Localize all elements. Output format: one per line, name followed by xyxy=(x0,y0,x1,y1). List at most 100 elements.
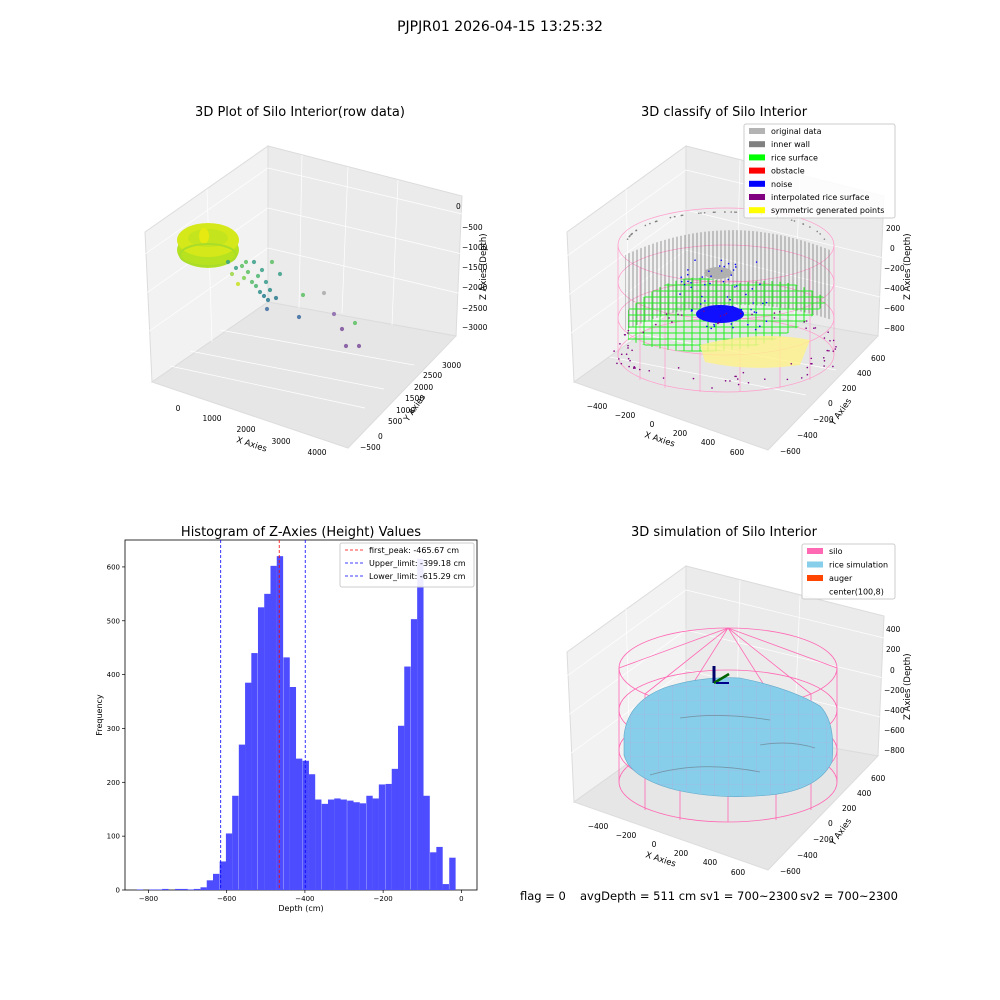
cls-interpolated-point xyxy=(671,321,673,323)
hist-y-ticks: 0 100 200 300 400 500 600 xyxy=(107,563,125,895)
cls-inner-wall-point xyxy=(703,211,706,214)
cls-y-tick: 400 xyxy=(857,369,872,378)
hist-bar xyxy=(334,798,341,890)
cls-interpolated-point xyxy=(624,333,627,336)
cls-interpolated-point xyxy=(655,323,657,326)
panel-histogram: Histogram of Z-Axies (Height) Values −80… xyxy=(95,525,478,913)
sim-z-tick: 400 xyxy=(886,625,901,634)
cls-interpolated-point xyxy=(764,378,766,380)
cls-noise-point xyxy=(754,328,757,331)
cls-interpolated-point xyxy=(826,349,829,352)
raw-y-tick: 1500 xyxy=(405,394,424,403)
hist-bar xyxy=(175,888,182,890)
cls-z-tick: −600 xyxy=(884,304,905,313)
cls-interpolated-point xyxy=(729,380,731,382)
cls-noise-point xyxy=(704,300,706,302)
cls-inner-wall-point xyxy=(819,233,821,235)
sim-z-tick: 200 xyxy=(886,645,901,654)
cls-noise-point xyxy=(745,293,747,296)
cls-legend-label: original data xyxy=(771,127,822,136)
cls-noise-point xyxy=(722,280,725,283)
cls-interpolated-point xyxy=(805,327,807,330)
cls-noise-point xyxy=(683,283,686,286)
cls-interpolated-point xyxy=(668,317,670,319)
raw-data-point xyxy=(269,259,275,265)
cls-interpolated-point xyxy=(618,358,620,360)
cls-legend-swatch xyxy=(749,207,765,214)
cls-legend-label: noise xyxy=(771,180,792,189)
raw-data-point xyxy=(259,267,265,273)
cls-noise-point xyxy=(708,270,710,272)
cls-inner-wall-point xyxy=(724,211,726,213)
cls-noise-point xyxy=(687,280,689,283)
cls-interpolated-point xyxy=(665,313,668,315)
cls-interpolated-point xyxy=(633,366,636,368)
cls-interpolated-point xyxy=(677,367,680,369)
raw-data-point xyxy=(264,306,270,312)
cls-interpolated-point xyxy=(814,327,817,329)
hist-y-tick-label: 200 xyxy=(107,779,120,787)
cls-interpolated-point xyxy=(806,366,809,369)
figure-title: PJPJR01 2026-04-15 13:25:32 xyxy=(397,19,603,35)
cls-inner-wall-point xyxy=(730,211,733,213)
panel-raw-3d: 3D Plot of Silo Interior(row data) 0 100… xyxy=(144,105,489,457)
hist-y-tick-label: 400 xyxy=(107,671,120,679)
cls-interpolated-point xyxy=(822,357,825,359)
hist-bar xyxy=(327,799,335,890)
hist-bar xyxy=(359,803,367,890)
sim-y-tick: −200 xyxy=(813,835,834,844)
cls-noise-point xyxy=(709,282,711,285)
raw-data-point xyxy=(277,271,283,277)
cls-interpolated-point xyxy=(751,313,753,316)
cls-interpolated-point xyxy=(829,339,831,342)
cls-noise-point xyxy=(706,325,708,328)
hist-bar xyxy=(149,889,156,890)
cls-inner-wall-point xyxy=(793,220,796,222)
raw-y-tick: 0 xyxy=(378,432,383,441)
cls-noise-point xyxy=(680,276,683,278)
cls-noise-point xyxy=(718,306,720,308)
status-flag: flag = 0 xyxy=(520,889,566,903)
cls-x-tick: −200 xyxy=(615,411,636,420)
cls-noise-point xyxy=(730,323,733,325)
status-avg-depth: avgDepth = 511 cm xyxy=(580,889,696,903)
cls-interpolated-point xyxy=(742,371,745,374)
raw-x-tick: 3000 xyxy=(271,437,290,446)
cls-interpolated-point xyxy=(680,314,683,316)
raw-data-point xyxy=(253,283,259,289)
hist-bar xyxy=(385,783,392,890)
cls-z-tick: −400 xyxy=(884,284,905,293)
cls-z-tick: 0 xyxy=(890,244,895,253)
raw-z-label: Z Axies (Depth) xyxy=(479,233,489,300)
cls-noise-point xyxy=(751,288,754,290)
cls-interpolated-point xyxy=(629,359,631,362)
cls-interpolated-point xyxy=(805,320,808,322)
cls-interpolated-point xyxy=(619,343,621,345)
cls-inner-wall-point xyxy=(712,211,715,214)
cls-x-tick: 200 xyxy=(673,429,688,438)
hist-bar xyxy=(264,593,271,890)
cls-noise-point xyxy=(727,262,730,265)
hist-bar xyxy=(417,558,424,890)
cls-interpolated-point xyxy=(739,312,742,315)
sim-y-tick: −400 xyxy=(797,851,818,860)
cls-x-tick: 600 xyxy=(730,448,745,457)
raw-z-tick: −500 xyxy=(462,223,483,232)
hist-bar xyxy=(283,657,290,890)
cls-interpolated-point xyxy=(724,380,727,382)
sim-z-tick: −200 xyxy=(884,686,905,695)
cls-noise-point xyxy=(734,263,737,266)
cls-legend-label: rice surface xyxy=(771,153,818,162)
cls-interpolated-point xyxy=(620,353,623,356)
cls-z-label: Z Axies (Depth) xyxy=(903,233,913,300)
cls-noise-point xyxy=(690,281,692,284)
sim-z-tick: −600 xyxy=(884,726,905,735)
hist-bar xyxy=(289,687,297,890)
cls-noise-point xyxy=(729,298,731,301)
cls-noise-point xyxy=(734,286,736,288)
hist-bar xyxy=(340,799,347,890)
hist-x-tick-label: −800 xyxy=(139,895,158,903)
raw-data-point xyxy=(239,263,245,269)
cls-scatter-points xyxy=(613,211,837,389)
sim-y-tick: 0 xyxy=(828,819,833,828)
